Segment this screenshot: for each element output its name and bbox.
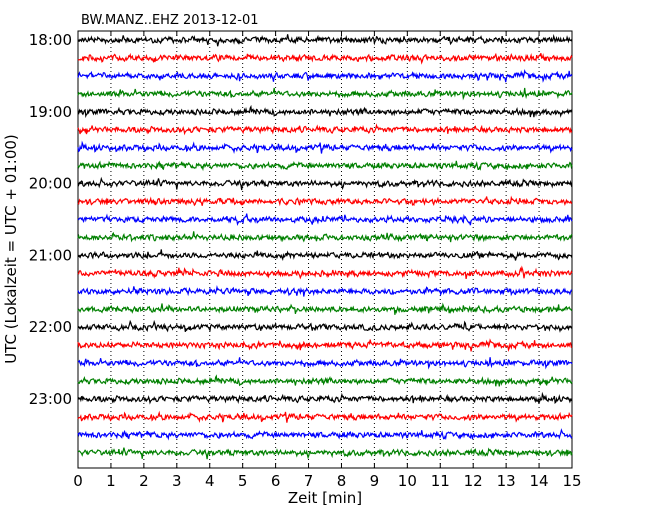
x-tick-label: 4 bbox=[205, 472, 215, 490]
seismic-trace bbox=[77, 176, 573, 191]
x-tick-label: 12 bbox=[464, 472, 483, 490]
x-tick-label: 6 bbox=[271, 472, 281, 490]
seismic-trace bbox=[77, 374, 573, 388]
seismic-trace bbox=[77, 104, 573, 119]
y-tick-label: 23:00 bbox=[29, 390, 72, 408]
x-tick-label: 10 bbox=[398, 472, 417, 490]
y-tick-label: 22:00 bbox=[29, 318, 72, 336]
y-tick-label: 21:00 bbox=[29, 246, 72, 264]
x-tick-label: 11 bbox=[431, 472, 450, 490]
seismic-trace bbox=[77, 302, 573, 315]
seismic-trace bbox=[77, 357, 573, 370]
seismic-trace bbox=[77, 231, 573, 243]
seismic-trace bbox=[77, 338, 573, 353]
x-tick-label: 15 bbox=[562, 472, 581, 490]
x-tick-label: 1 bbox=[106, 472, 116, 490]
x-tick-label: 7 bbox=[304, 472, 314, 490]
seismic-trace bbox=[77, 195, 573, 207]
y-axis-ticks: 18:00 19:00 20:00 21:00 22:00 23:00 bbox=[29, 31, 572, 408]
seismic-trace bbox=[77, 33, 573, 47]
seismic-trace bbox=[77, 160, 573, 172]
seismic-trace bbox=[77, 123, 572, 136]
chart-title: BW.MANZ..EHZ 2013-12-01 bbox=[81, 13, 259, 28]
plot-frame bbox=[77, 30, 573, 469]
seismic-trace bbox=[77, 410, 573, 424]
x-axis-label: Zeit [min] bbox=[288, 489, 362, 507]
y-tick-label: 20:00 bbox=[29, 175, 72, 193]
seismic-trace bbox=[77, 52, 573, 65]
x-tick-label: 5 bbox=[238, 472, 248, 490]
seismic-trace bbox=[77, 428, 573, 441]
x-tick-label: 0 bbox=[73, 472, 83, 490]
seismic-trace bbox=[77, 391, 573, 405]
x-tick-label: 2 bbox=[139, 472, 149, 490]
x-tick-label: 3 bbox=[172, 472, 182, 490]
seismic-trace bbox=[77, 319, 573, 333]
y-tick-label: 18:00 bbox=[29, 31, 72, 49]
x-tick-label: 14 bbox=[530, 472, 549, 490]
x-axis-ticks: 0 1 2 3 4 5 6 7 8 9 10 11 12 13 14 15 bbox=[73, 31, 582, 490]
seismic-trace bbox=[77, 285, 572, 297]
x-tick-label: 8 bbox=[337, 472, 347, 490]
seismic-trace bbox=[77, 213, 573, 227]
seismic-trace bbox=[77, 68, 573, 83]
seismic-trace bbox=[77, 249, 573, 261]
seismic-traces bbox=[77, 33, 573, 460]
seismic-trace bbox=[77, 265, 573, 280]
x-tick-label: 13 bbox=[497, 472, 516, 490]
seismic-trace bbox=[77, 140, 573, 154]
y-axis-label: UTC (Lokalzeit = UTC + 01:00) bbox=[2, 134, 20, 364]
seismic-trace bbox=[78, 447, 573, 460]
x-tick-label: 9 bbox=[370, 472, 380, 490]
seismic-trace bbox=[77, 87, 573, 101]
y-tick-label: 19:00 bbox=[29, 103, 72, 121]
